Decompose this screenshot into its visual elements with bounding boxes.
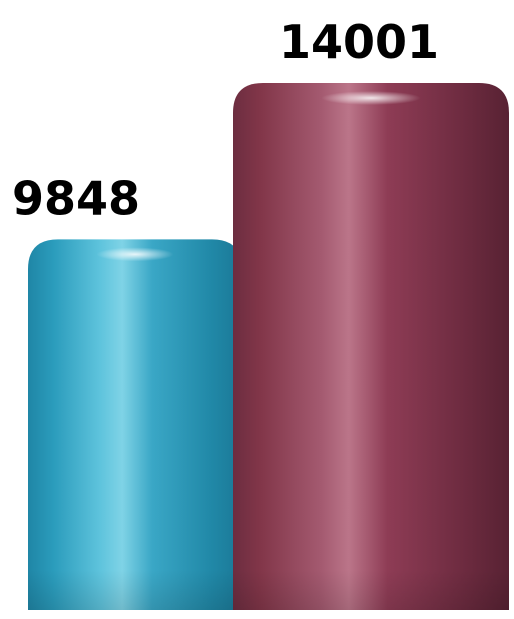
data-label-1: 9848 <box>12 171 140 225</box>
bar-1-highlight <box>96 247 174 262</box>
data-label-2: 14001 <box>279 15 439 69</box>
bar-1 <box>28 239 242 610</box>
bar-1-base-shade <box>28 570 242 610</box>
bars-layer <box>28 83 509 610</box>
bar-2-base-shade <box>233 570 509 610</box>
bar-2 <box>233 83 509 610</box>
bar-1-body <box>28 239 242 610</box>
data-labels-layer: 9848 14001 <box>12 15 439 225</box>
bar-2-highlight <box>321 91 421 105</box>
bar-2-body <box>233 83 509 610</box>
